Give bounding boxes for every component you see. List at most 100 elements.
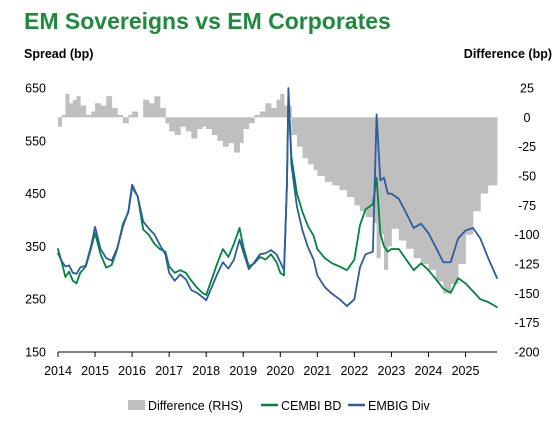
y2-tick-label: -200 xyxy=(514,346,539,360)
difference-bar xyxy=(128,114,133,118)
difference-bar xyxy=(132,111,139,118)
difference-bar xyxy=(228,117,235,144)
difference-bar xyxy=(296,117,303,147)
difference-bar xyxy=(308,117,315,165)
difference-bar xyxy=(65,93,70,118)
legend-label-embig: EMBIG Div xyxy=(368,399,431,413)
difference-bar xyxy=(80,105,87,118)
difference-bar xyxy=(180,117,187,127)
tick-label-layer: 150250350450550650-200-175-150-125-100-7… xyxy=(25,82,539,379)
legend-swatch-difference xyxy=(128,400,145,410)
y2-tick-label: 25 xyxy=(520,82,534,96)
x-tick-label: 2022 xyxy=(340,364,368,378)
difference-bar xyxy=(302,117,309,159)
difference-bar xyxy=(259,111,266,118)
difference-bar xyxy=(239,117,244,144)
x-tick-label: 2020 xyxy=(266,364,294,378)
difference-bar xyxy=(365,117,374,218)
y-tick-label: 350 xyxy=(25,240,46,254)
difference-bar xyxy=(443,117,452,294)
y2-tick-label: -25 xyxy=(518,140,536,154)
y-tick-label: 450 xyxy=(25,187,46,201)
difference-bar xyxy=(69,103,74,118)
difference-bar xyxy=(122,117,129,124)
y-tick-label: 250 xyxy=(25,293,46,307)
difference-bar xyxy=(248,117,255,124)
x-tick-label: 2025 xyxy=(452,364,480,378)
y2-tick-label: -100 xyxy=(514,228,539,242)
difference-bar xyxy=(143,99,150,118)
legend: Difference (RHS) CEMBI BD EMBIG Div xyxy=(128,399,431,413)
difference-bar xyxy=(148,103,155,118)
difference-bar xyxy=(169,117,176,132)
difference-bar xyxy=(376,117,381,259)
y-tick-label: 650 xyxy=(25,82,46,96)
difference-bar xyxy=(283,105,288,118)
difference-bar xyxy=(76,96,81,118)
difference-bar xyxy=(159,107,166,118)
series-line-layer xyxy=(57,87,498,309)
difference-bar xyxy=(346,117,355,198)
y-tick-label: 550 xyxy=(25,134,46,148)
difference-bar xyxy=(435,117,444,282)
y2-tick-label: -125 xyxy=(514,258,539,272)
x-tick-label: 2021 xyxy=(303,364,331,378)
legend-label-difference: Difference (RHS) xyxy=(148,399,243,413)
difference-bar xyxy=(117,114,124,118)
difference-bar xyxy=(384,117,389,270)
difference-bar xyxy=(243,117,250,130)
difference-bar xyxy=(191,117,198,139)
difference-bar xyxy=(472,117,481,212)
difference-bar xyxy=(380,117,385,235)
difference-bar xyxy=(202,117,207,127)
difference-bar xyxy=(154,96,161,118)
difference-bar xyxy=(265,103,272,118)
difference-bar xyxy=(211,117,218,135)
difference-bar xyxy=(271,107,277,118)
x-tick-label: 2023 xyxy=(378,364,406,378)
chart-title: EM Sovereigns vs EM Corporates xyxy=(24,8,391,34)
series-line-embig xyxy=(57,87,498,307)
difference-bar xyxy=(100,105,107,118)
difference-bar xyxy=(450,117,459,284)
difference-bar xyxy=(387,117,392,247)
x-tick-label: 2018 xyxy=(192,364,220,378)
difference-area-layer xyxy=(58,93,498,294)
difference-bar xyxy=(58,117,63,127)
x-tick-label: 2016 xyxy=(118,364,146,378)
difference-bar xyxy=(428,117,437,270)
y2-tick-label: -150 xyxy=(514,287,539,301)
difference-bar xyxy=(339,117,348,191)
difference-bar xyxy=(317,117,326,176)
difference-bar xyxy=(185,117,192,132)
y-axis-title: Spread (bp) xyxy=(24,47,94,61)
difference-bar xyxy=(91,111,96,118)
difference-bar xyxy=(254,114,261,118)
y2-tick-label: -50 xyxy=(518,170,536,184)
difference-bar xyxy=(222,117,229,147)
y2-tick-label: -175 xyxy=(514,316,539,330)
legend-item-cembi: CEMBI BD xyxy=(261,399,341,413)
difference-bar xyxy=(421,117,429,264)
difference-bar xyxy=(280,93,285,118)
difference-bar xyxy=(106,96,113,118)
difference-bar xyxy=(165,117,170,124)
difference-bar xyxy=(324,117,333,182)
y2-tick-label: 0 xyxy=(524,111,531,125)
difference-bar xyxy=(233,117,240,153)
x-tick-label: 2017 xyxy=(155,364,183,378)
difference-bar xyxy=(458,117,466,264)
difference-bar xyxy=(413,117,422,259)
difference-bar xyxy=(465,117,474,235)
legend-item-embig: EMBIG Div xyxy=(348,399,431,413)
difference-bar xyxy=(276,99,281,118)
difference-bar xyxy=(406,117,415,249)
legend-item-difference: Difference (RHS) xyxy=(128,399,243,413)
difference-bar xyxy=(85,114,92,118)
difference-bar xyxy=(291,117,298,135)
difference-bar xyxy=(61,114,66,118)
y2-tick-label: -75 xyxy=(518,199,536,213)
difference-bar xyxy=(217,117,224,141)
x-tick-label: 2015 xyxy=(81,364,109,378)
